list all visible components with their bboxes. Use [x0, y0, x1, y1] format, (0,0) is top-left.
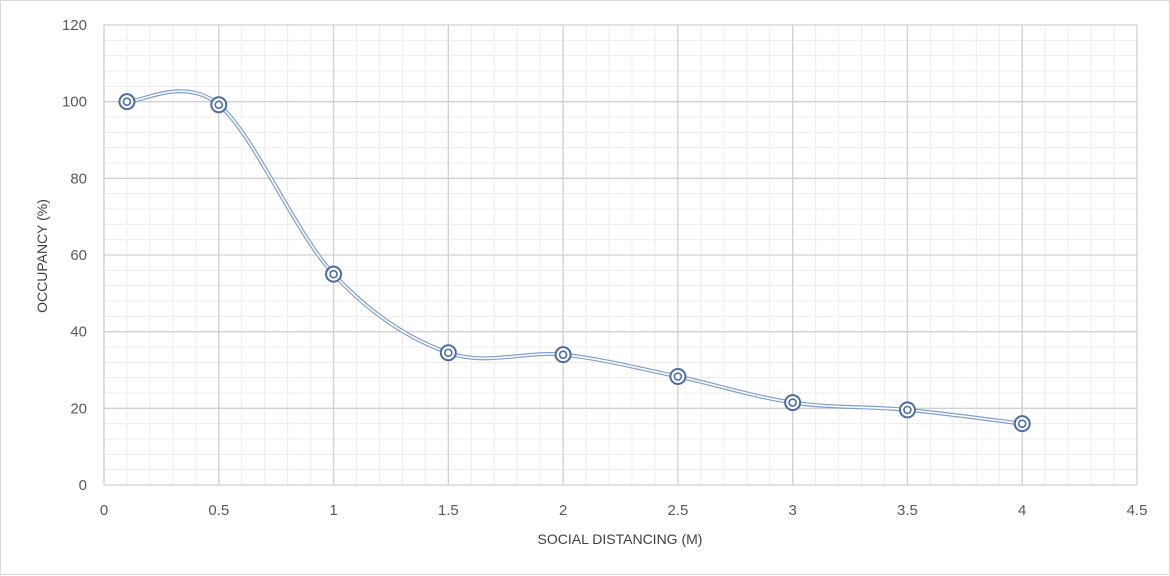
data-point-inner-ring	[673, 372, 683, 381]
data-point	[325, 265, 343, 283]
data-point	[439, 344, 457, 362]
x-tick-label: 2	[559, 502, 567, 519]
x-axis-tick-labels: 0 0.5 1 1.5 2 2.5 3 3.5 4 4.5	[100, 502, 1148, 519]
data-point-inner-ring	[788, 398, 797, 407]
y-tick-label: 120	[62, 17, 87, 34]
data-point	[669, 368, 687, 386]
x-axis-title: SOCIAL DISTANCING (M)	[538, 531, 703, 547]
data-point	[898, 401, 916, 419]
major-gridlines	[103, 24, 1138, 486]
y-tick-label: 80	[70, 170, 87, 187]
data-point	[1013, 415, 1031, 433]
data-point	[210, 96, 228, 114]
y-tick-label: 60	[70, 247, 87, 264]
y-tick-label: 100	[62, 94, 87, 111]
x-tick-label: 0	[100, 502, 108, 519]
x-tick-label: 1	[329, 502, 337, 519]
data-point-inner-ring	[122, 97, 132, 106]
y-tick-label: 0	[79, 477, 87, 494]
series-line-inner	[126, 90, 1023, 425]
x-tick-label: 4	[1018, 502, 1026, 519]
data-point	[118, 93, 136, 111]
data-points	[118, 93, 1031, 433]
y-tick-label: 40	[70, 324, 87, 341]
x-tick-label: 2.5	[667, 502, 688, 519]
data-point-inner-ring	[903, 405, 912, 415]
series-line-group	[126, 89, 1023, 426]
data-point	[784, 394, 802, 412]
x-tick-label: 3	[788, 502, 796, 519]
data-point-inner-ring	[329, 269, 338, 279]
x-tick-label: 3.5	[897, 502, 918, 519]
data-point	[554, 346, 572, 364]
y-tick-label: 20	[70, 400, 87, 417]
y-axis-title: OCCUPANCY (%)	[34, 199, 50, 313]
x-tick-label: 0.5	[208, 502, 229, 519]
data-point-inner-ring	[1017, 419, 1027, 428]
x-tick-label: 1.5	[438, 502, 459, 519]
series-line	[126, 89, 1023, 426]
y-axis-tick-labels: 0 20 40 60 80 100 120	[62, 17, 87, 494]
x-tick-label: 4.5	[1127, 502, 1148, 519]
data-point-inner-ring	[558, 350, 568, 359]
data-point-inner-ring	[444, 348, 453, 358]
data-point-inner-ring	[214, 100, 224, 110]
